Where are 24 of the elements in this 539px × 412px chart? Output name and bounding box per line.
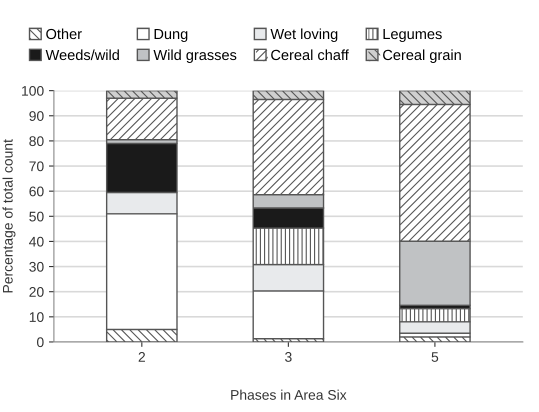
y-tick-label: 50 <box>29 212 44 222</box>
y-tick-label: 100 <box>22 86 44 96</box>
legend-label: Legumes <box>384 28 442 42</box>
legend-label: Cereal grain <box>383 49 461 64</box>
legend-label: Wild grasses <box>153 49 236 64</box>
x-tick-label: 5 <box>432 352 438 362</box>
x-axis-title: Phases in Area Six <box>231 390 347 400</box>
y-tick-label: 10 <box>30 312 44 322</box>
y-tick-label: 70 <box>29 161 44 172</box>
legend-label: Wet loving <box>270 28 338 42</box>
y-tick-label: 80 <box>29 136 44 146</box>
y-tick-label: 0 <box>36 337 44 348</box>
y-tick-label: 30 <box>29 262 44 272</box>
x-tick-label: 3 <box>285 352 292 362</box>
y-tick-label: 20 <box>29 287 44 297</box>
y-tick-label: 60 <box>29 186 44 196</box>
legend-label: Other <box>46 28 82 40</box>
y-tick-label: 90 <box>29 111 44 121</box>
legend-label: Weeds/wild <box>46 49 119 60</box>
legend-label: Dung <box>154 28 188 42</box>
x-tick-label: 2 <box>138 352 145 362</box>
legend-label: Cereal chaff <box>271 49 349 60</box>
y-tick-label: 40 <box>29 236 44 247</box>
y-axis-title: Percentage of total count <box>2 139 16 292</box>
